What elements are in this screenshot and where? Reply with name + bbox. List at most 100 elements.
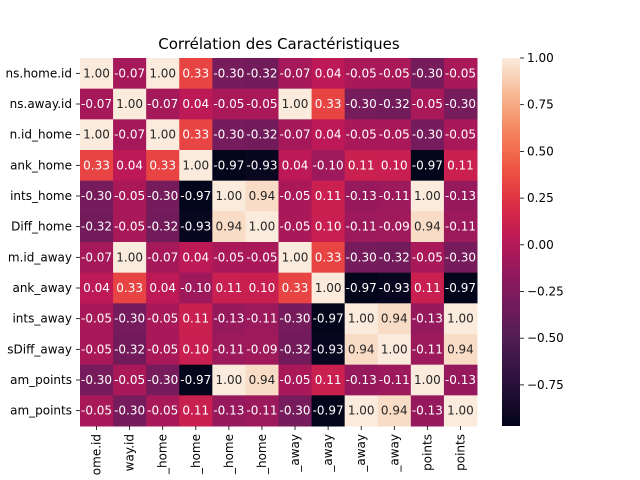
heatmap-cell: [212, 58, 246, 90]
cell-value-label: 1.00: [116, 250, 143, 264]
cell-value-label: -0.11: [379, 373, 410, 387]
heatmap-cell: [377, 303, 412, 335]
heatmap-cell: [278, 334, 313, 366]
cell-value-label: -0.30: [114, 312, 145, 326]
heatmap-cell: [80, 364, 114, 396]
cell-value-label: -0.30: [81, 189, 112, 203]
heatmap-cell: [245, 180, 279, 212]
cell-value-label: 1.00: [447, 312, 474, 326]
heatmap-cell: [377, 88, 412, 120]
cell-value-label: -0.05: [81, 404, 112, 418]
cell-value-label: -0.13: [346, 373, 377, 387]
x-tick-label: way.id: [123, 434, 137, 471]
cell-value-label: -0.05: [412, 97, 443, 111]
cell-value-label: -0.13: [213, 404, 244, 418]
cell-value-label: -0.07: [114, 66, 145, 80]
cell-value-label: -0.05: [147, 312, 178, 326]
heatmap-cell: [278, 119, 313, 151]
heatmap-cell: [311, 58, 346, 90]
cell-value-label: 1.00: [116, 97, 143, 111]
cell-value-label: -0.32: [379, 250, 410, 264]
chart-title: Corrélation des Caractéristiques: [158, 35, 400, 53]
y-tick-label: sDiff_away: [7, 342, 72, 356]
heatmap-cell: [278, 364, 313, 396]
colorbar-tick-label: 0.00: [527, 238, 554, 252]
heatmap-cell: [443, 395, 478, 427]
cell-value-label: -0.05: [81, 342, 112, 356]
heatmap-cell: [245, 334, 279, 366]
cell-value-label: 1.00: [414, 373, 441, 387]
heatmap-cell: [212, 303, 246, 335]
y-tick-label: m.id_away: [8, 250, 72, 264]
heatmap-cell: [113, 364, 147, 396]
heatmap-cell: [443, 211, 478, 243]
heatmap-cell: [113, 58, 147, 90]
heatmap-cell: [443, 303, 478, 335]
heatmap-cell: [80, 211, 114, 243]
cell-value-label: -0.30: [412, 66, 443, 80]
heatmap-cell: [245, 272, 279, 304]
heatmap-cell: [443, 150, 478, 182]
heatmap-cell: [179, 180, 213, 212]
heatmap-cell: [278, 150, 313, 182]
heatmap-cell: [179, 119, 213, 151]
heatmap-cell: [311, 180, 346, 212]
heatmap-cell: [443, 58, 478, 90]
heatmap-cell: [443, 88, 478, 120]
y-tick-label: ints_away: [12, 312, 72, 326]
heatmap-cell: [113, 242, 147, 274]
colorbar: [502, 58, 520, 426]
heatmap-cell: [377, 211, 412, 243]
heatmap-cell: [245, 364, 279, 396]
heatmap-cell: [377, 334, 412, 366]
cell-value-label: 0.04: [182, 250, 209, 264]
cell-value-label: -0.30: [213, 128, 244, 142]
heatmap-cell: [80, 150, 114, 182]
cell-value-label: -0.05: [445, 128, 476, 142]
heatmap-cell: [278, 58, 313, 90]
heatmap-cell: [212, 211, 246, 243]
heatmap-cell: [377, 150, 412, 182]
cell-value-label: -0.13: [445, 189, 476, 203]
heatmap-cell: [278, 211, 313, 243]
colorbar-tick-label: 1.00: [527, 51, 554, 65]
heatmap-cell: [377, 364, 412, 396]
cell-value-label: 0.94: [249, 189, 276, 203]
y-tick-label: ints_home: [10, 189, 72, 203]
cell-value-label: -0.07: [280, 66, 311, 80]
cell-value-label: 1.00: [83, 128, 110, 142]
heatmap-cell: [410, 303, 445, 335]
cell-value-label: -0.30: [412, 128, 443, 142]
heatmap-cell: [179, 88, 213, 120]
cell-value-label: -0.97: [180, 189, 211, 203]
cell-value-label: 0.33: [149, 158, 176, 172]
heatmap-cells: 1.00 -0.07 1.00 0.33 -0.30 -0.32 -0.07 0.04 -0.0…: [80, 58, 478, 427]
cell-value-label: -0.05: [280, 220, 311, 234]
cell-value-label: -0.11: [346, 220, 377, 234]
heatmap-cell: [212, 150, 246, 182]
heatmap-cell: [113, 180, 147, 212]
heatmap-cell: [344, 150, 379, 182]
cell-value-label: 0.33: [182, 66, 209, 80]
heatmap-cell: [377, 242, 412, 274]
heatmap-cell: [146, 58, 180, 90]
x-axis-ticks: ome.id way.id _home _home _home _home _away _aw…: [90, 426, 467, 475]
cell-value-label: -0.07: [81, 97, 112, 111]
cell-value-label: -0.32: [280, 342, 311, 356]
heatmap-cell: [113, 272, 147, 304]
cell-value-label: 0.10: [249, 281, 276, 295]
cell-value-label: -0.05: [379, 66, 410, 80]
cell-value-label: -0.07: [147, 97, 178, 111]
cell-value-label: 1.00: [348, 404, 375, 418]
heatmap-cell: [179, 242, 213, 274]
heatmap-cell: [179, 58, 213, 90]
cell-value-label: -0.13: [346, 189, 377, 203]
cell-value-label: -0.07: [147, 250, 178, 264]
heatmap-cell: [212, 180, 246, 212]
cell-value-label: 0.04: [315, 66, 342, 80]
heatmap-cell: [179, 334, 213, 366]
cell-value-label: 0.33: [315, 97, 342, 111]
y-tick-label: ank_away: [12, 281, 72, 295]
x-tick-label: _away: [387, 434, 401, 473]
colorbar-tick-label: −0.50: [527, 331, 564, 345]
